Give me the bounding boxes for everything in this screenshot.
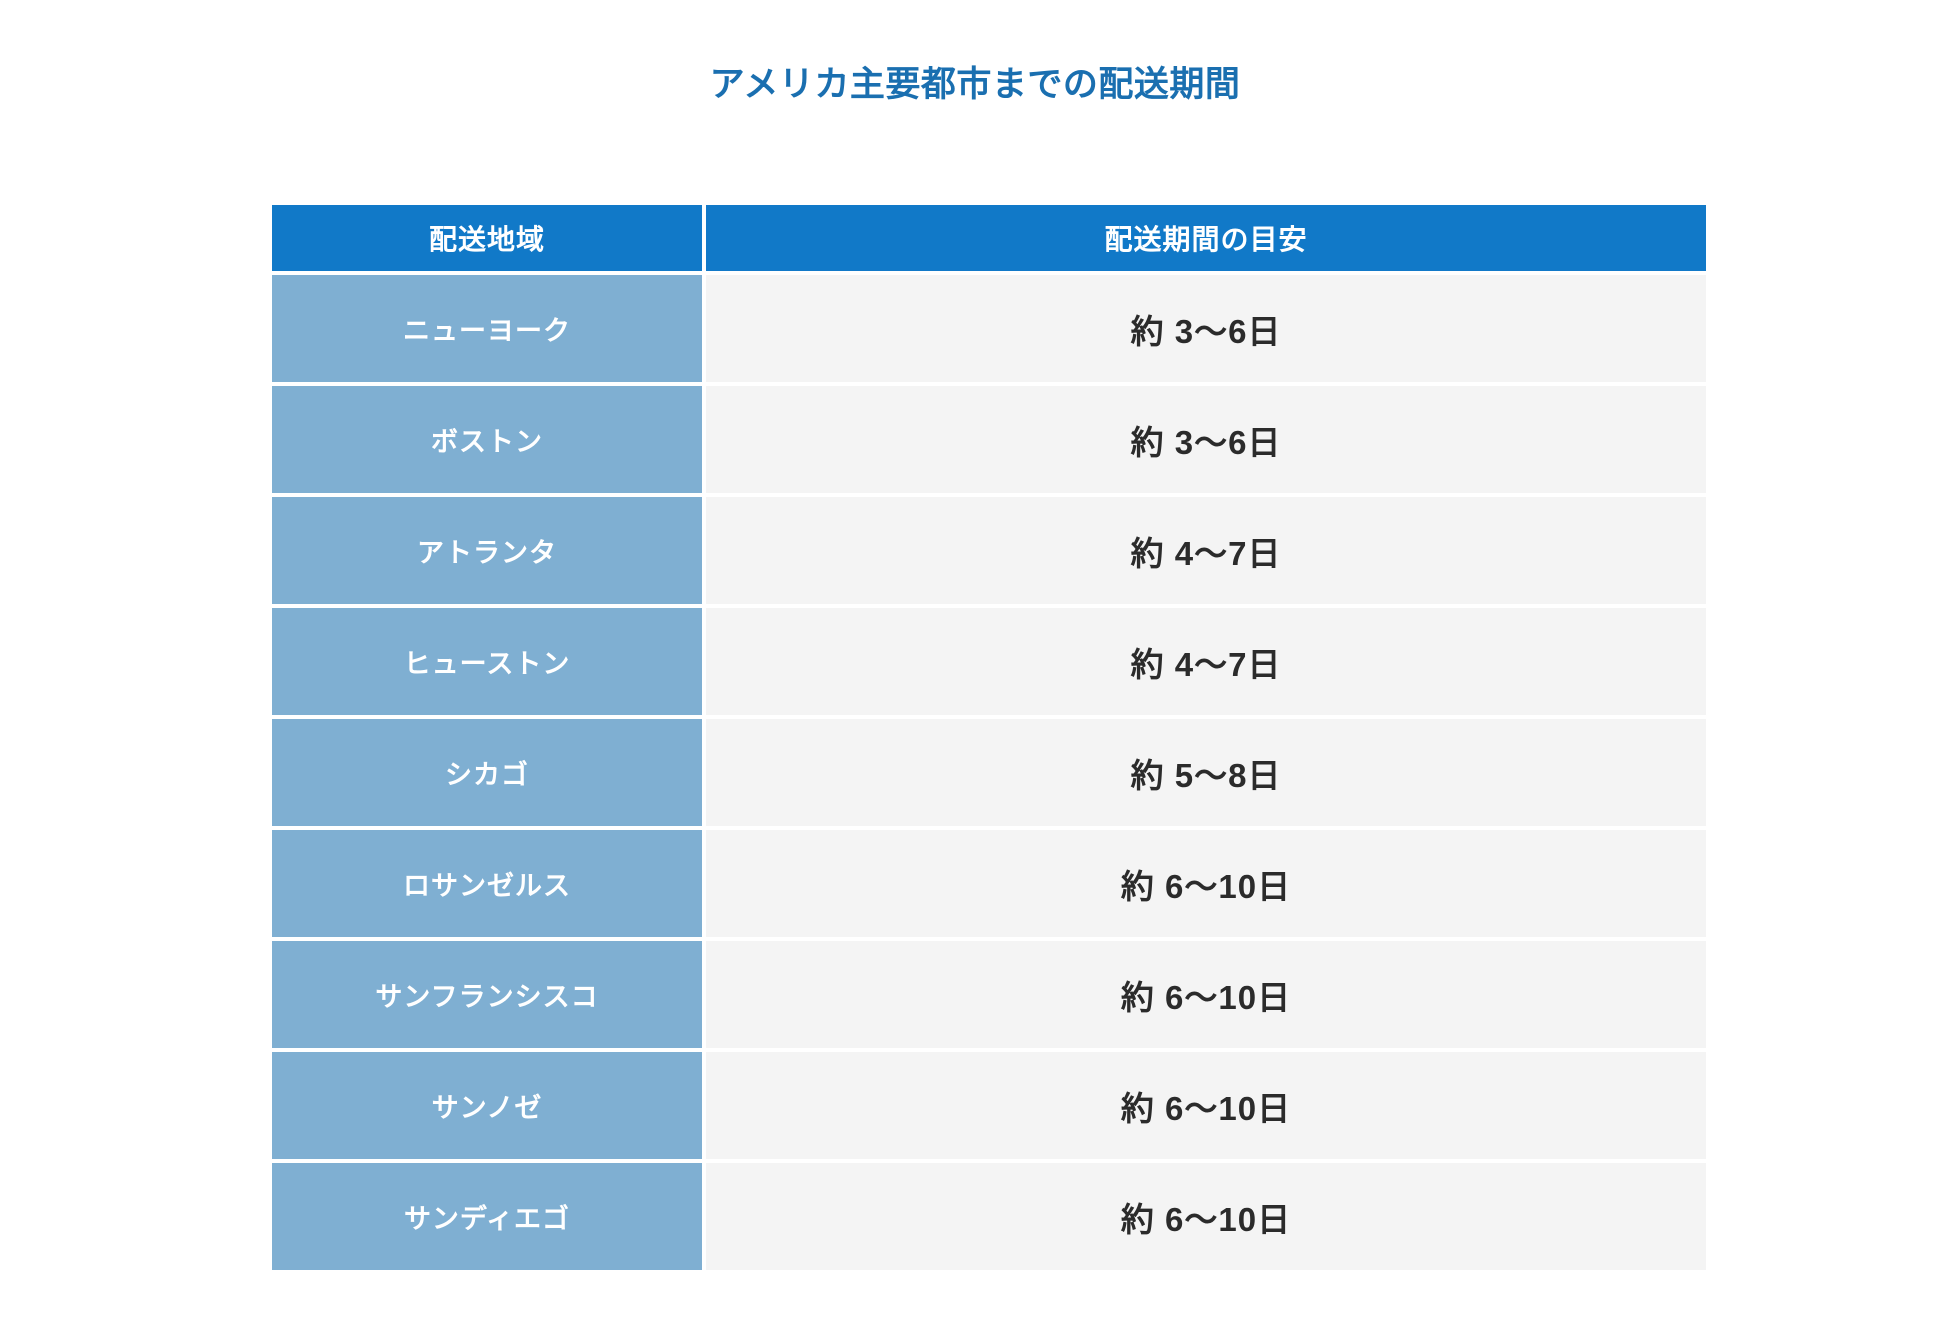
table-row: アトランタ 約 4〜7日 xyxy=(272,497,1706,604)
table-row: サンフランシスコ 約 6〜10日 xyxy=(272,941,1706,1048)
cell-region: ロサンゼルス xyxy=(272,830,702,937)
cell-duration: 約 4〜7日 xyxy=(706,497,1706,604)
cell-region: ヒューストン xyxy=(272,608,702,715)
table-header-row: 配送地域 配送期間の目安 xyxy=(272,205,1706,271)
cell-region: アトランタ xyxy=(272,497,702,604)
table-row: サンディエゴ 約 6〜10日 xyxy=(272,1163,1706,1270)
column-header-region: 配送地域 xyxy=(272,205,702,271)
cell-region: シカゴ xyxy=(272,719,702,826)
table-row: シカゴ 約 5〜8日 xyxy=(272,719,1706,826)
cell-region: サンディエゴ xyxy=(272,1163,702,1270)
table-row: サンノゼ 約 6〜10日 xyxy=(272,1052,1706,1159)
cell-region: ニューヨーク xyxy=(272,275,702,382)
shipping-duration-table: 配送地域 配送期間の目安 ニューヨーク 約 3〜6日 ボストン 約 3〜6日 ア… xyxy=(272,205,1706,1270)
cell-duration: 約 6〜10日 xyxy=(706,1163,1706,1270)
table-row: ボストン 約 3〜6日 xyxy=(272,386,1706,493)
column-header-duration: 配送期間の目安 xyxy=(706,205,1706,271)
cell-duration: 約 6〜10日 xyxy=(706,941,1706,1048)
cell-duration: 約 6〜10日 xyxy=(706,830,1706,937)
cell-region: ボストン xyxy=(272,386,702,493)
cell-duration: 約 6〜10日 xyxy=(706,1052,1706,1159)
table-row: ヒューストン 約 4〜7日 xyxy=(272,608,1706,715)
page-title: アメリカ主要都市までの配送期間 xyxy=(709,65,1241,104)
table-row: ロサンゼルス 約 6〜10日 xyxy=(272,830,1706,937)
cell-duration: 約 5〜8日 xyxy=(706,719,1706,826)
table-row: ニューヨーク 約 3〜6日 xyxy=(272,275,1706,382)
cell-region: サンフランシスコ xyxy=(272,941,702,1048)
cell-duration: 約 3〜6日 xyxy=(706,386,1706,493)
cell-duration: 約 4〜7日 xyxy=(706,608,1706,715)
cell-region: サンノゼ xyxy=(272,1052,702,1159)
cell-duration: 約 3〜6日 xyxy=(706,275,1706,382)
